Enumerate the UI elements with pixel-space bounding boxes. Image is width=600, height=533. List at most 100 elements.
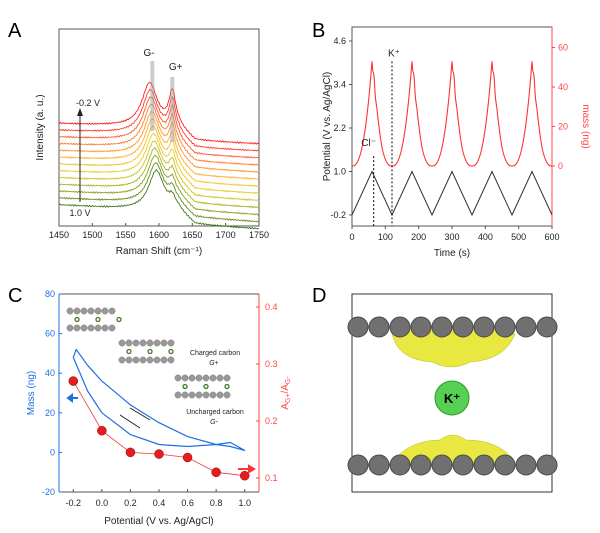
x-tick-label: 0.2 — [124, 498, 137, 508]
mass-line — [352, 61, 552, 167]
carbon-atom — [125, 356, 133, 364]
carbon-atom — [87, 307, 95, 315]
carbon-atom — [66, 324, 74, 332]
y-tick-label: 3.4 — [333, 80, 346, 90]
carbon-atom — [73, 307, 81, 315]
carbon-atom — [66, 307, 74, 315]
spectrum-line — [58, 168, 260, 230]
carbon-atom — [108, 324, 116, 332]
carbon-atom — [181, 374, 189, 382]
ratio-point — [97, 425, 107, 436]
y-axis-label: Potential (V vs. Ag/AgCl) — [322, 72, 333, 182]
k-label: K⁺ — [388, 48, 400, 59]
potential-line — [351, 170, 553, 217]
ion-icon — [224, 383, 230, 390]
panel-label: A — [8, 20, 22, 42]
y-tick-label: 4.6 — [333, 36, 346, 46]
spectrum-line — [58, 132, 260, 195]
y2-axis-label: mass (ng) — [580, 104, 591, 148]
y2-tick-label: 60 — [558, 43, 568, 53]
carbon-atom — [153, 356, 161, 364]
y2-label-part: G- — [285, 376, 292, 384]
carbon-atom — [167, 356, 175, 364]
spectrum-line — [58, 88, 260, 152]
carbon-atom — [174, 391, 182, 399]
carbon-atom — [146, 339, 154, 347]
carbon-atom — [195, 391, 203, 399]
y2-tick-label: 0 — [558, 161, 563, 171]
carbon-atom — [494, 454, 516, 476]
plot-frame — [351, 26, 553, 227]
carbon-atom — [368, 316, 390, 338]
y-tick-label: 0 — [50, 447, 55, 457]
top-voltage-label: -0.2 V — [76, 98, 100, 108]
y2-tick-label: 20 — [558, 122, 568, 132]
x-tick-label: 1550 — [116, 230, 136, 240]
x-tick-label: 0.8 — [210, 498, 223, 508]
arrow-head-icon — [77, 108, 83, 116]
g-minus-label: G- — [143, 48, 154, 59]
carbon-atom — [202, 391, 210, 399]
y-tick-label: 60 — [45, 329, 55, 339]
g-plus-band — [170, 77, 175, 142]
right-arrow-icon — [238, 464, 256, 474]
ratio-point — [182, 452, 193, 463]
carbon-atom — [146, 356, 154, 364]
y-axis-label: Mass (ng) — [26, 371, 37, 415]
g-minus-band — [150, 61, 155, 131]
spectrum-line — [58, 118, 260, 180]
carbon-atom — [431, 316, 453, 338]
x-tick-label: 1750 — [249, 230, 269, 240]
x-tick-label: 100 — [378, 232, 393, 242]
carbon-atom — [132, 339, 140, 347]
ratio-point — [239, 470, 250, 481]
carbon-atom — [118, 356, 126, 364]
panel-label: D — [312, 285, 326, 307]
ion-icon — [168, 348, 174, 355]
carbon-atom — [174, 374, 182, 382]
ratio-point — [154, 449, 164, 459]
x-tick-label: -0.2 — [66, 498, 82, 508]
g-plus-label: G+ — [169, 62, 183, 73]
carbon-atom — [223, 391, 231, 399]
panel-label: C — [8, 285, 22, 307]
left-arrow-icon — [66, 393, 78, 403]
x-tick-label: 1450 — [49, 230, 69, 240]
spectrum-line — [58, 162, 260, 223]
cl-label: Cl⁻ — [361, 138, 376, 149]
uncharged-carbon-label: Uncharged carbon — [186, 409, 244, 416]
ratio-point — [211, 467, 221, 478]
y-tick-label: 40 — [45, 368, 55, 378]
carbon-atom — [473, 454, 495, 476]
x-tick-label: 1700 — [216, 230, 236, 240]
spectrum-line — [58, 96, 260, 159]
forward-arrow — [129, 407, 151, 421]
spectrum-line — [58, 140, 260, 202]
carbon-atom — [160, 356, 168, 364]
carbon-atom — [216, 374, 224, 382]
carbon-atom — [118, 339, 126, 347]
carbon-atom — [94, 307, 102, 315]
carbon-atom — [188, 374, 196, 382]
x-tick-label: 0 — [349, 232, 354, 242]
ion-icon — [126, 348, 132, 355]
spectrum-line — [58, 82, 260, 145]
spectrum-line — [58, 103, 260, 166]
ratio-point — [68, 376, 79, 386]
y2-tick-label: 0.4 — [265, 302, 278, 312]
carbon-atom — [101, 307, 109, 315]
carbon-atom — [209, 374, 217, 382]
carbon-atom — [494, 316, 516, 338]
carbon-atom — [125, 339, 133, 347]
x-tick-label: 1600 — [149, 230, 169, 240]
x-tick-label: 300 — [444, 232, 459, 242]
x-axis-label: Time (s) — [434, 248, 470, 259]
y2-axis-label: AG+/AG- — [280, 376, 292, 410]
charged-carbon-label: Charged carbon — [190, 350, 240, 357]
carbon-atom — [347, 316, 369, 338]
carbon-atom — [452, 454, 474, 476]
carbon-atom — [188, 391, 196, 399]
carbon-atom — [431, 454, 453, 476]
x-tick-label: 0.0 — [96, 498, 109, 508]
x-tick-label: 200 — [411, 232, 426, 242]
